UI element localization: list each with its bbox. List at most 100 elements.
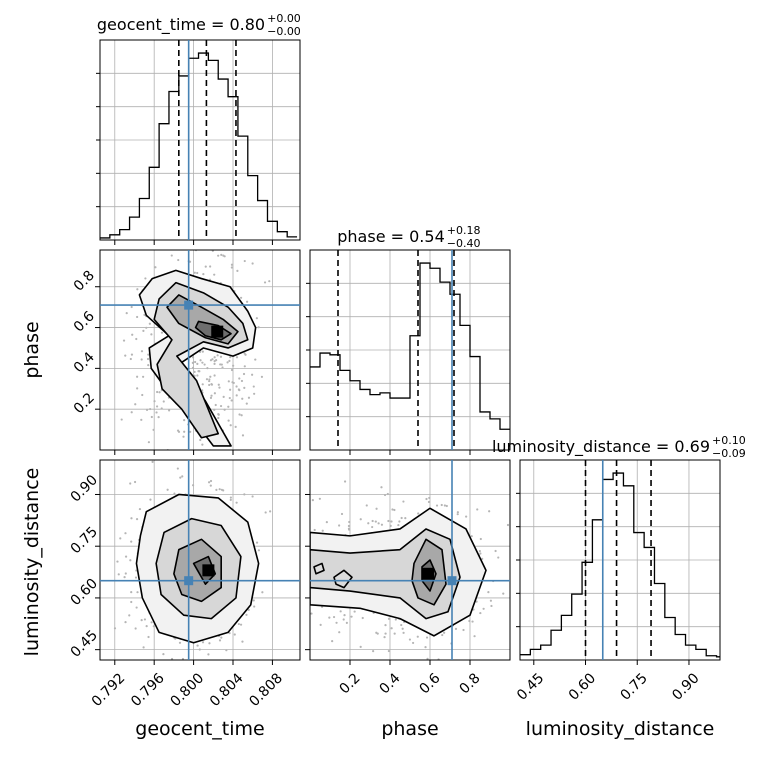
scatter-point bbox=[140, 350, 144, 353]
scatter-point bbox=[177, 258, 180, 262]
scatter-point bbox=[295, 577, 297, 579]
scatter-point bbox=[263, 281, 267, 284]
scatter-point bbox=[490, 604, 493, 608]
scatter-point bbox=[117, 573, 120, 576]
scatter-point bbox=[319, 623, 322, 626]
scatter-point bbox=[209, 479, 213, 483]
scatter-point bbox=[216, 354, 219, 357]
scatter-point bbox=[374, 520, 377, 523]
scatter-point bbox=[229, 424, 232, 427]
scatter-point bbox=[130, 411, 133, 414]
scatter-point bbox=[494, 549, 497, 553]
scatter-point bbox=[238, 377, 241, 380]
y-tick-label: 0.6 bbox=[71, 308, 98, 335]
scatter-point bbox=[158, 391, 161, 394]
scatter-point bbox=[251, 495, 254, 498]
scatter-point bbox=[428, 496, 431, 500]
scatter-point bbox=[342, 618, 345, 621]
scatter-point bbox=[181, 657, 185, 660]
scatter-point bbox=[189, 430, 192, 433]
scatter-point bbox=[212, 244, 214, 246]
scatter-point bbox=[310, 612, 313, 615]
scatter-point bbox=[202, 273, 205, 276]
x-tick-label: 0.8 bbox=[457, 670, 484, 697]
x-tick-label: 0.808 bbox=[246, 670, 286, 710]
scatter-point bbox=[199, 438, 202, 442]
scatter-point bbox=[201, 383, 204, 386]
scatter-point bbox=[424, 646, 427, 649]
scatter-point bbox=[269, 510, 272, 513]
density-gp bbox=[120, 244, 271, 468]
scatter-point bbox=[375, 631, 378, 634]
scatter-point bbox=[206, 367, 209, 370]
scatter-point bbox=[198, 370, 201, 373]
scatter-point bbox=[229, 388, 232, 391]
scatter-point bbox=[470, 535, 473, 538]
scatter-point bbox=[213, 408, 216, 411]
scatter-point bbox=[255, 317, 258, 320]
scatter-point bbox=[241, 434, 245, 437]
scatter-point bbox=[217, 383, 220, 386]
scatter-point bbox=[136, 375, 139, 378]
panel-title-minus: −0.40 bbox=[447, 237, 481, 250]
scatter-point bbox=[130, 353, 134, 356]
scatter-point bbox=[257, 549, 261, 552]
scatter-point bbox=[143, 618, 147, 621]
scatter-point bbox=[331, 640, 334, 643]
scatter-point bbox=[145, 326, 148, 329]
scatter-point bbox=[209, 667, 211, 669]
scatter-point bbox=[134, 403, 137, 406]
scatter-point bbox=[209, 396, 213, 399]
scatter-point bbox=[183, 430, 186, 433]
scatter-point bbox=[254, 358, 257, 361]
scatter-point bbox=[371, 519, 374, 523]
scatter-point bbox=[191, 361, 194, 364]
density-pl bbox=[290, 480, 510, 660]
scatter-point bbox=[208, 378, 211, 381]
scatter-point bbox=[120, 418, 123, 421]
scatter-point bbox=[216, 668, 218, 670]
scatter-point bbox=[193, 370, 196, 373]
y-tick-label: 0.8 bbox=[71, 268, 98, 295]
scatter-point bbox=[377, 522, 380, 525]
scatter-point bbox=[210, 382, 213, 386]
scatter-point bbox=[210, 394, 213, 397]
scatter-point bbox=[397, 523, 400, 527]
scatter-point bbox=[384, 632, 387, 635]
scatter-point bbox=[241, 640, 244, 643]
scatter-point bbox=[150, 415, 153, 419]
scatter-point bbox=[417, 512, 420, 515]
scatter-point bbox=[220, 253, 223, 256]
panel-title-plus: +0.18 bbox=[447, 224, 481, 237]
panel-title-plus: +0.00 bbox=[267, 12, 301, 25]
scatter-point bbox=[425, 497, 428, 501]
scatter-point bbox=[207, 653, 210, 656]
scatter-point bbox=[213, 362, 216, 365]
scatter-point bbox=[124, 354, 127, 357]
y-tick-label: 0.60 bbox=[68, 576, 101, 609]
scatter-point bbox=[211, 466, 213, 468]
scatter-point bbox=[160, 407, 163, 410]
scatter-point bbox=[142, 375, 145, 378]
scatter-point bbox=[207, 481, 211, 484]
scatter-point bbox=[156, 390, 159, 394]
histogram-pp bbox=[310, 250, 510, 450]
scatter-point bbox=[290, 624, 292, 626]
scatter-point bbox=[348, 520, 351, 524]
scatter-point bbox=[235, 394, 238, 397]
scatter-point bbox=[213, 392, 216, 395]
scatter-point bbox=[353, 610, 356, 613]
scatter-point bbox=[318, 497, 321, 500]
scatter-point bbox=[124, 532, 127, 535]
scatter-point bbox=[359, 518, 362, 521]
scatter-point bbox=[390, 520, 393, 523]
scatter-point bbox=[176, 467, 179, 470]
scatter-point bbox=[160, 331, 164, 334]
scatter-point bbox=[232, 381, 235, 385]
scatter-point bbox=[239, 623, 243, 626]
scatter-point bbox=[170, 677, 172, 679]
scatter-point bbox=[257, 326, 260, 329]
density-gl bbox=[113, 460, 272, 679]
scatter-point bbox=[179, 476, 182, 479]
scatter-point bbox=[339, 610, 342, 613]
